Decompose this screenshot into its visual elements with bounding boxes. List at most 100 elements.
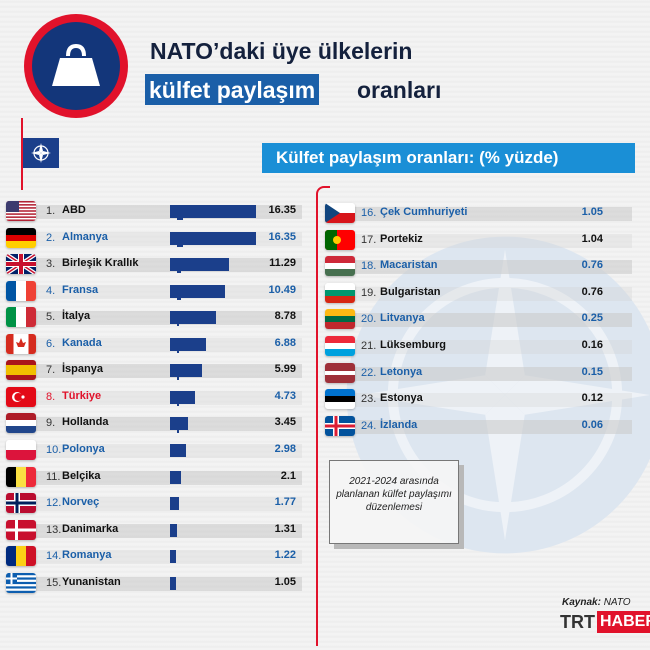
bar (177, 313, 179, 327)
bar (170, 364, 202, 378)
row-band (351, 366, 632, 381)
value-label: 0.25 (581, 312, 603, 325)
table-row: 24. İzlanda 0.06 (177, 415, 642, 438)
lu-flag-icon (325, 336, 355, 356)
row-band (32, 470, 302, 485)
table-row: 10. Polonya 2.98 (6, 439, 312, 462)
value-label: 0.76 (581, 285, 603, 298)
source-credit: Kaynak: NATO (562, 597, 631, 608)
country-label: Belçika (62, 469, 101, 482)
value-label: 8.78 (274, 310, 296, 323)
country-label: İtalya (62, 310, 91, 323)
row-band (32, 497, 302, 512)
bar (170, 417, 189, 431)
value-label: 0.16 (581, 339, 603, 351)
hu-flag-icon (325, 256, 355, 277)
rank-label: 12. (46, 497, 62, 510)
table-row: 20. Litvanya 0.25 (177, 309, 642, 331)
country-label: Lüksemburg (380, 339, 447, 351)
value-label: 1.77 (274, 496, 296, 509)
row-band (32, 576, 302, 591)
value-label: 5.99 (274, 363, 296, 376)
rank-label: 21. (361, 340, 377, 352)
bar (170, 337, 207, 351)
row-band (32, 417, 302, 432)
no-flag-icon (6, 493, 36, 514)
country-label: Kanada (62, 336, 102, 349)
country-label: Bulgaristan (380, 285, 441, 298)
rank-label: 19. (361, 286, 377, 299)
rank-label: 16. (361, 207, 377, 219)
dk-flag-icon (6, 519, 36, 540)
rank-label: 8. (46, 390, 56, 403)
bar (170, 284, 226, 298)
country-label: Letonya (380, 365, 423, 378)
table-row: 8. Türkiye 4.73 (6, 386, 312, 409)
country-label: Danimarka (62, 522, 119, 535)
it-flag-icon (6, 307, 36, 328)
value-label: 3.45 (274, 416, 296, 429)
table-row: 3. Birleşik Krallık 11.29 (6, 254, 312, 276)
country-label: ABD (62, 204, 86, 216)
table-row: 16. Çek Cumhuriyeti 1.05 (177, 203, 642, 225)
bar (177, 207, 183, 220)
row-band (351, 207, 632, 221)
pl-flag-icon (6, 439, 36, 460)
bar (170, 470, 182, 484)
table-row: 5. İtalya 8.78 (6, 307, 312, 329)
bar (177, 340, 179, 353)
row-band (32, 523, 302, 538)
table-row: 9. Hollanda 3.45 (6, 413, 312, 435)
value-label: 4.73 (274, 389, 296, 402)
rank-label: 4. (46, 284, 56, 297)
country-label: İzlanda (380, 418, 418, 431)
be-flag-icon (6, 466, 36, 487)
row-band (32, 364, 302, 379)
gb-flag-icon (6, 254, 36, 275)
nl-flag-icon (6, 413, 36, 434)
country-label: Almanya (62, 230, 108, 243)
rank-label: 13. (46, 523, 62, 536)
value-label: 1.22 (274, 549, 296, 562)
table-row: 4. Fransa 10.49 (6, 280, 312, 303)
table-row: 14. Romanya 1.22 (6, 546, 312, 568)
value-label: 1.05 (274, 575, 296, 588)
value-label: 16.35 (268, 230, 296, 243)
country-label: Polonya (62, 442, 105, 455)
bar (170, 497, 180, 511)
country-label: Birleşik Krallık (62, 257, 139, 270)
source-value: NATO (603, 597, 631, 608)
pt-flag-icon (325, 229, 355, 250)
row-band (32, 337, 302, 352)
us-flag-icon (6, 201, 36, 221)
value-label: 16.35 (268, 204, 296, 216)
value-label: 1.04 (581, 232, 603, 245)
ca-flag-icon (6, 333, 36, 354)
logo-badge (24, 14, 128, 118)
country-label: Yunanistan (62, 575, 121, 588)
es-flag-icon (6, 360, 36, 381)
bar (170, 550, 177, 564)
rank-label: 2. (46, 231, 56, 244)
brand-haber: HABER (597, 611, 650, 633)
country-label: Fransa (62, 283, 99, 296)
row-band (351, 233, 632, 248)
rank-label: 15. (46, 576, 62, 589)
fr-flag-icon (6, 280, 36, 301)
table-row: 19. Bulgaristan 0.76 (177, 282, 642, 305)
left-accent-line (21, 118, 23, 190)
bar (170, 205, 256, 218)
bar (177, 366, 179, 380)
bar (170, 390, 195, 404)
bar (170, 311, 217, 325)
de-flag-icon (6, 227, 36, 248)
table-row: 6. Kanada 6.88 (6, 333, 312, 356)
note-box: 2021-2024 arasında planlanan külfet payl… (329, 460, 459, 544)
tr-flag-icon (6, 386, 36, 407)
value-label: 0.06 (581, 418, 603, 431)
rank-label: 11. (46, 470, 61, 483)
bar (170, 443, 186, 457)
rank-label: 24. (361, 419, 377, 432)
is-flag-icon (325, 415, 355, 436)
row-band (32, 311, 302, 326)
